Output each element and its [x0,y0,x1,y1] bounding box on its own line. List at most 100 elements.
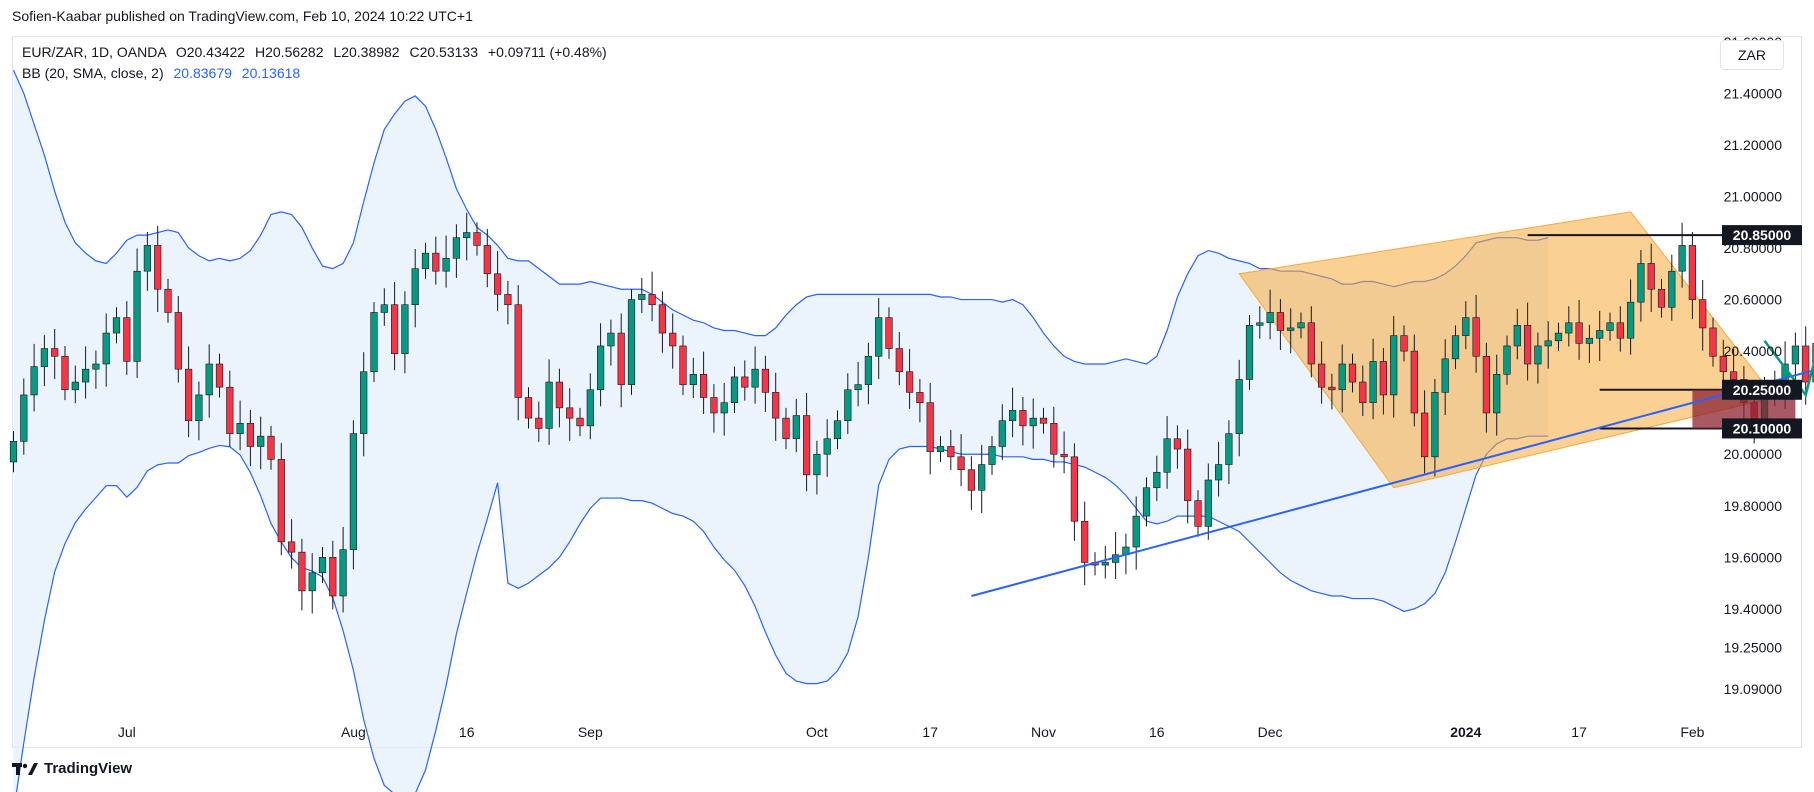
candle [1184,429,1192,524]
currency-button[interactable]: ZAR [1720,40,1784,70]
candle [524,387,533,429]
candle-body [82,368,90,383]
candle-body [802,415,811,476]
candle-body [576,417,584,427]
candle-body [916,392,924,403]
tradingview-logo-icon [12,762,38,775]
candle-body [679,345,687,385]
y-tick-label: 19.25000 [1724,640,1783,656]
candle-body [360,371,368,434]
candle [463,212,471,261]
candle-body [1575,322,1583,344]
candle [648,271,656,322]
candle-body [133,270,141,362]
candle [61,345,69,401]
candle [1554,322,1563,352]
candle [1637,250,1645,322]
candle-body [1297,322,1305,329]
candle [813,440,821,495]
candle [669,313,677,369]
y-tick-label: 19.60000 [1724,549,1783,565]
candle [1472,294,1480,373]
candle-body [432,252,440,272]
candle [287,519,296,569]
candle-body [1245,325,1254,380]
candle-body [1565,322,1573,334]
candle [658,291,666,353]
candle [1575,300,1583,360]
candle [401,291,409,374]
candle-body [1276,312,1284,331]
candle [689,357,697,399]
candle-body [20,394,28,442]
candle-body [514,304,522,398]
candle-body [1493,374,1501,414]
candle-body [1307,322,1315,365]
candle [1451,325,1460,370]
candle [627,289,636,395]
candle [607,319,615,366]
candle [1297,312,1305,339]
candle [40,335,48,387]
candle-body [1441,358,1449,393]
candle [473,222,481,256]
candle [1616,306,1624,352]
candle-body [390,304,399,354]
candle-body [257,435,265,447]
level-label-bg [1722,379,1802,400]
candle [916,378,924,423]
candle-body [864,355,872,385]
candle-body [1153,471,1161,489]
candle [1328,373,1336,410]
candle-body [339,549,347,597]
candle [885,307,893,359]
candle-body [792,415,800,440]
candle-body [936,446,945,452]
level-label: 20.10000 [1733,420,1792,436]
candle-body [51,348,59,357]
publisher-line: Sofien-Kaabar published on TradingView.c… [12,8,473,24]
candle-body [720,402,728,414]
candle-body [1421,412,1429,458]
candle [1318,341,1326,404]
candle [555,368,563,428]
candle-body [267,435,275,460]
candle-body [164,288,172,313]
candle [349,420,358,570]
candle-body [1688,245,1696,300]
candle [483,228,491,288]
y-tick-label: 20.60000 [1724,292,1783,308]
x-tick-label: 17 [922,724,938,740]
candle [102,313,110,387]
candle [1338,344,1346,413]
candle-body [947,446,955,458]
candle [318,547,327,584]
lower-band-value: 20.13618 [241,65,301,81]
upper-band-value: 20.83679 [173,65,232,81]
candle-body [1637,263,1645,303]
candle-body [298,551,306,592]
candle [1647,243,1655,312]
candle [267,425,275,470]
candle-body [669,332,677,347]
candle [51,328,59,379]
candle [1142,477,1151,527]
candle-body [1132,515,1140,548]
tradingview-footer: TradingView [12,760,132,777]
candle-body [710,397,718,414]
candle-body [154,245,162,290]
candle [1709,317,1717,367]
candle [957,434,965,487]
candle [679,335,687,395]
candle-body [1513,325,1521,347]
candle-body [658,304,666,334]
candle-body [1204,479,1212,527]
candle [1699,279,1707,351]
candle [988,436,996,475]
candle [1348,353,1357,393]
candle [360,352,368,457]
x-tick-label: Feb [1680,724,1704,740]
candle-body [308,572,316,592]
level-label-bg [1722,418,1802,439]
